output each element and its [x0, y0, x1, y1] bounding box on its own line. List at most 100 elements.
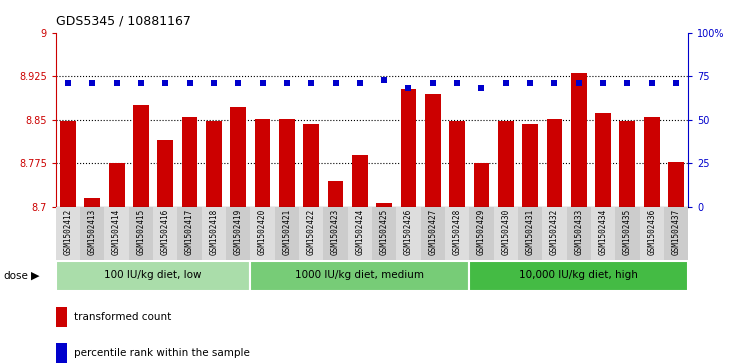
Bar	[275, 207, 299, 260]
Bar	[571, 73, 587, 207]
Bar	[56, 207, 80, 260]
Point	[305, 80, 317, 86]
Bar	[425, 94, 440, 207]
Bar	[56, 307, 67, 327]
Point	[257, 80, 269, 86]
Bar	[304, 124, 319, 207]
Text: GSM1502434: GSM1502434	[599, 209, 608, 255]
Bar	[104, 207, 129, 260]
Bar	[469, 261, 688, 290]
Text: GSM1502419: GSM1502419	[234, 209, 243, 255]
Text: 1000 IU/kg diet, medium: 1000 IU/kg diet, medium	[295, 270, 424, 280]
Text: GSM1502417: GSM1502417	[185, 209, 194, 255]
Bar	[615, 207, 640, 260]
Point	[451, 80, 463, 86]
Bar	[591, 207, 615, 260]
Bar	[449, 121, 465, 207]
Bar	[251, 207, 275, 260]
Point	[111, 80, 123, 86]
Bar	[522, 124, 538, 207]
Bar	[469, 207, 493, 260]
Text: 10,000 IU/kg diet, high: 10,000 IU/kg diet, high	[519, 270, 638, 280]
Bar	[299, 207, 324, 260]
Bar	[640, 207, 664, 260]
Text: transformed count: transformed count	[74, 312, 171, 322]
Bar	[420, 207, 445, 260]
Bar	[498, 121, 513, 207]
Text: 100 IU/kg diet, low: 100 IU/kg diet, low	[104, 270, 202, 280]
Bar	[620, 121, 635, 207]
Bar	[153, 207, 177, 260]
Text: GSM1502422: GSM1502422	[307, 209, 315, 255]
Bar	[668, 162, 684, 207]
Bar	[177, 207, 202, 260]
Bar	[251, 261, 469, 290]
Point	[573, 80, 585, 86]
Point	[403, 86, 414, 91]
Text: percentile rank within the sample: percentile rank within the sample	[74, 348, 249, 358]
Point	[670, 80, 682, 86]
Text: GSM1502423: GSM1502423	[331, 209, 340, 255]
Point	[184, 80, 196, 86]
Bar	[542, 207, 567, 260]
Bar	[493, 207, 518, 260]
Text: GSM1502431: GSM1502431	[525, 209, 535, 255]
Bar	[206, 121, 222, 207]
Text: GSM1502414: GSM1502414	[112, 209, 121, 255]
Bar	[129, 207, 153, 260]
Bar	[157, 140, 173, 207]
Text: GSM1502415: GSM1502415	[136, 209, 145, 255]
Bar	[473, 163, 490, 207]
Bar	[376, 203, 392, 207]
Point	[597, 80, 609, 86]
Bar	[324, 207, 347, 260]
Text: ▶: ▶	[31, 271, 39, 281]
Bar	[109, 163, 124, 207]
Bar	[254, 119, 271, 207]
Point	[500, 80, 512, 86]
Text: GSM1502421: GSM1502421	[283, 209, 292, 255]
Point	[525, 80, 536, 86]
Bar	[133, 105, 149, 207]
Point	[281, 80, 293, 86]
Bar	[644, 117, 660, 207]
Text: GSM1502437: GSM1502437	[672, 209, 681, 255]
Bar	[352, 155, 368, 207]
Text: dose: dose	[4, 271, 28, 281]
Bar	[56, 261, 251, 290]
Point	[208, 80, 220, 86]
Bar	[518, 207, 542, 260]
Text: GSM1502435: GSM1502435	[623, 209, 632, 255]
Text: GSM1502436: GSM1502436	[647, 209, 656, 255]
Bar	[397, 207, 420, 260]
Bar	[372, 207, 397, 260]
Bar	[445, 207, 469, 260]
Point	[427, 80, 439, 86]
Point	[378, 77, 390, 83]
Bar	[60, 121, 76, 207]
Text: GSM1502425: GSM1502425	[379, 209, 388, 255]
Bar	[56, 343, 67, 363]
Bar	[595, 113, 611, 207]
Bar	[231, 107, 246, 207]
Bar	[547, 119, 562, 207]
Point	[62, 80, 74, 86]
Text: GSM1502418: GSM1502418	[209, 209, 219, 255]
Text: GSM1502413: GSM1502413	[88, 209, 97, 255]
Text: GSM1502430: GSM1502430	[501, 209, 510, 255]
Point	[135, 80, 147, 86]
Bar	[84, 198, 100, 207]
Text: GSM1502429: GSM1502429	[477, 209, 486, 255]
Bar	[226, 207, 251, 260]
Text: GSM1502432: GSM1502432	[550, 209, 559, 255]
Text: GSM1502433: GSM1502433	[574, 209, 583, 255]
Bar	[182, 117, 197, 207]
Point	[354, 80, 366, 86]
Point	[548, 80, 560, 86]
Bar	[664, 207, 688, 260]
Text: GDS5345 / 10881167: GDS5345 / 10881167	[56, 15, 190, 28]
Point	[646, 80, 658, 86]
Bar	[80, 207, 104, 260]
Text: GSM1502426: GSM1502426	[404, 209, 413, 255]
Text: GSM1502420: GSM1502420	[258, 209, 267, 255]
